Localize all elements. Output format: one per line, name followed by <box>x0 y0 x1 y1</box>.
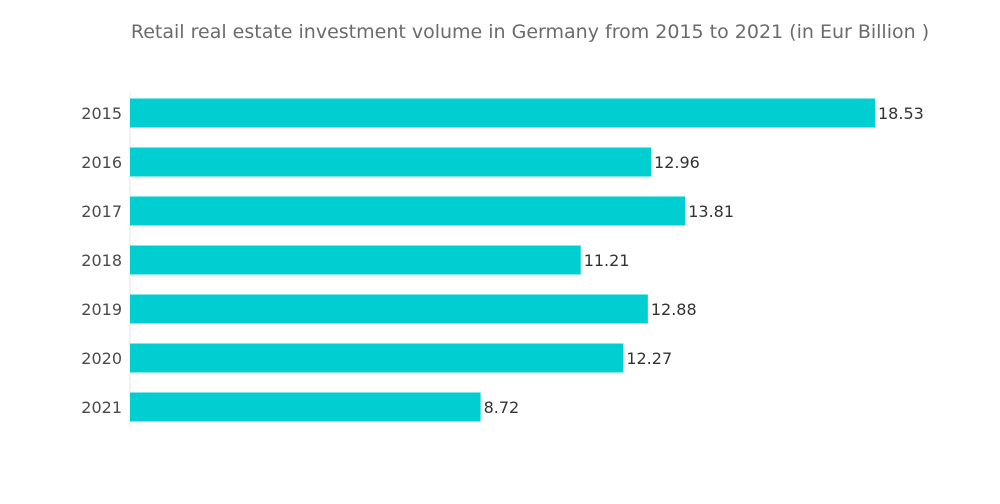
bar-2021 <box>130 392 481 422</box>
y-tick-label-2017: 2017 <box>81 202 122 221</box>
y-tick-label-2016: 2016 <box>81 153 122 172</box>
bars-layer <box>129 92 875 428</box>
value-label-2018: 11.21 <box>584 251 630 270</box>
bar-2016 <box>130 147 652 177</box>
value-label-2015: 18.53 <box>878 104 924 123</box>
y-tick-label-2018: 2018 <box>81 251 122 270</box>
bar-2017 <box>130 196 686 226</box>
value-label-2021: 8.72 <box>484 398 520 417</box>
bar-2020 <box>130 343 624 373</box>
y-tick-label-2021: 2021 <box>81 398 122 417</box>
bar-2018 <box>130 245 581 275</box>
value-label-2017: 13.81 <box>688 202 734 221</box>
chart-title: Retail real estate investment volume in … <box>131 21 929 43</box>
labels-layer: 2015 18.53 2016 12.96 2017 13.81 2018 11.21 2019… <box>81 104 924 417</box>
y-tick-label-2020: 2020 <box>81 349 122 368</box>
bar-2015 <box>130 98 875 128</box>
y-tick-label-2015: 2015 <box>81 104 122 123</box>
y-tick-label-2019: 2019 <box>81 300 122 319</box>
bar-2019 <box>130 294 648 324</box>
value-label-2019: 12.88 <box>651 300 697 319</box>
value-label-2016: 12.96 <box>654 153 700 172</box>
value-label-2020: 12.27 <box>626 349 672 368</box>
